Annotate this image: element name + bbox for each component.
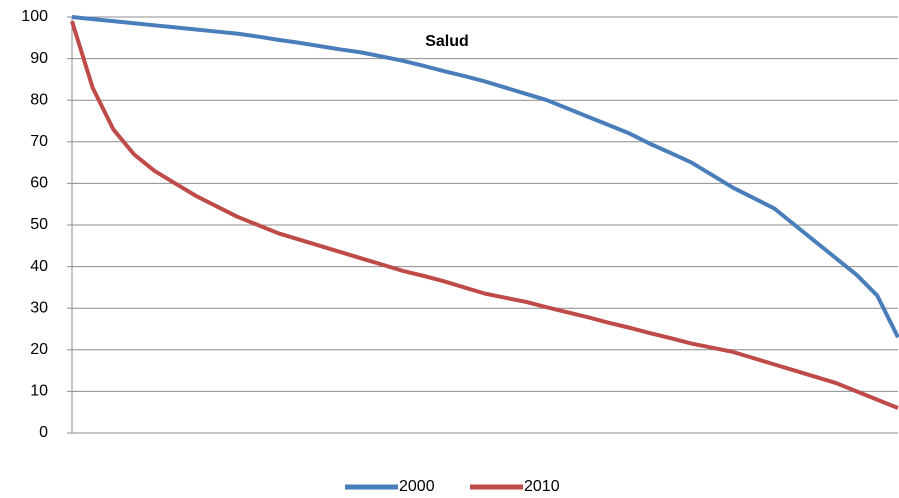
line-series	[71, 15, 899, 339]
y-tick-label: 0	[39, 424, 48, 441]
line-series	[70, 20, 899, 410]
legend-label: 2010	[524, 478, 560, 495]
y-tick-label: 30	[30, 299, 48, 316]
y-tick-label: 60	[30, 175, 48, 192]
y-tick-label: 10	[30, 383, 48, 400]
legend-label: 2000	[399, 478, 435, 495]
y-tick-label: 70	[30, 133, 48, 150]
chart-title: Salud	[425, 33, 469, 50]
y-tick-label: 90	[30, 50, 48, 67]
y-tick-label: 100	[21, 8, 48, 25]
y-tick-label: 50	[30, 216, 48, 233]
y-tick-label: 20	[30, 341, 48, 358]
y-tick-label: 80	[30, 91, 48, 108]
y-tick-label: 40	[30, 258, 48, 275]
